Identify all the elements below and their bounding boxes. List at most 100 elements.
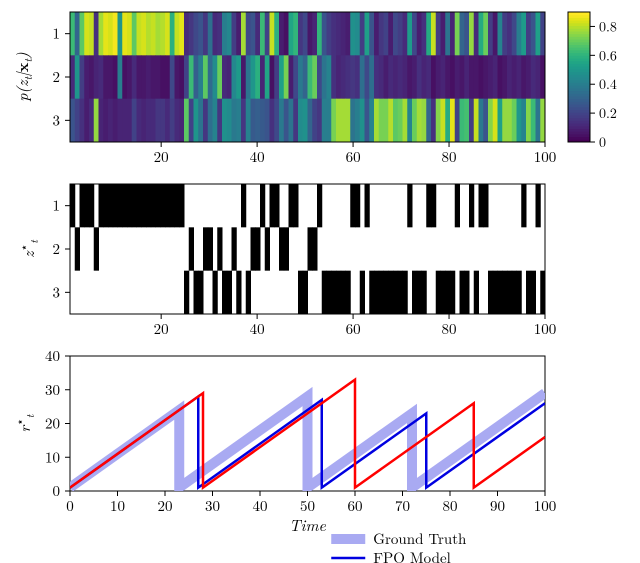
heatmap-cell: [393, 12, 398, 56]
heatmap-cell: [194, 99, 199, 143]
heatmap-cell: [355, 55, 360, 99]
heatmap-cell: [521, 12, 526, 56]
state-cell: [308, 227, 313, 270]
heatmap-cell: [507, 12, 512, 56]
heatmap-cell: [322, 99, 327, 143]
state-cell: [426, 184, 431, 227]
heatmap-cell: [203, 99, 208, 143]
heatmap-cell: [431, 55, 436, 99]
heatmap-cell: [369, 12, 374, 56]
heatmap-cell: [379, 99, 384, 143]
heatmap-cell: [312, 12, 317, 56]
heatmap-cell: [407, 55, 412, 99]
heatmap-cell: [317, 55, 322, 99]
heatmap-cell: [160, 55, 165, 99]
heatmap-cell: [84, 12, 89, 56]
heatmap-cell: [502, 55, 507, 99]
heatmap-cell: [260, 99, 265, 143]
heatmap-cell: [327, 12, 332, 56]
panel2-xtick: 40: [250, 318, 265, 339]
state-cell: [70, 184, 75, 227]
state-cell: [137, 184, 142, 227]
heatmap-cell: [298, 99, 303, 143]
heatmap-cell: [374, 99, 379, 143]
heatmap-cell: [165, 12, 170, 56]
state-cell: [479, 184, 484, 227]
heatmap-cell: [388, 99, 393, 143]
state-cell: [488, 271, 493, 314]
heatmap-cell: [179, 55, 184, 99]
heatmap-cell: [498, 12, 503, 56]
heatmap-cell: [360, 12, 365, 56]
heatmap-cell: [536, 12, 541, 56]
heatmap-cell: [289, 12, 294, 56]
heatmap-cell: [89, 55, 94, 99]
heatmap-cell: [255, 99, 260, 143]
heatmap-cell: [336, 99, 341, 143]
heatmap-cell: [274, 12, 279, 56]
heatmap-cell: [308, 55, 313, 99]
state-cell: [331, 271, 336, 314]
heatmap-cell: [512, 99, 517, 143]
heatmap-cell: [531, 55, 536, 99]
heatmap-cell: [113, 55, 118, 99]
panel2-raster: 12320406080100z⋆t: [15, 184, 556, 339]
heatmap-cell: [336, 55, 341, 99]
heatmap-cell: [341, 12, 346, 56]
heatmap-cell: [517, 55, 522, 99]
heatmap-cell: [270, 12, 275, 56]
heatmap-cell: [445, 55, 450, 99]
heatmap-cell: [384, 12, 389, 56]
heatmap-cell: [127, 12, 132, 56]
heatmap-cell: [521, 99, 526, 143]
heatmap-cell: [170, 12, 175, 56]
heatmap-cell: [175, 99, 180, 143]
heatmap-cell: [374, 55, 379, 99]
state-cell: [194, 271, 199, 314]
heatmap-cell: [75, 55, 80, 99]
heatmap-cell: [236, 55, 241, 99]
state-cell: [521, 184, 526, 227]
state-cell: [498, 271, 503, 314]
heatmap-cell: [398, 55, 403, 99]
heatmap-cell: [417, 99, 422, 143]
state-cell: [141, 184, 146, 227]
heatmap-cell: [127, 55, 132, 99]
heatmap-cell: [289, 55, 294, 99]
heatmap-cell: [279, 55, 284, 99]
heatmap-cell: [137, 12, 142, 56]
state-cell: [156, 184, 161, 227]
heatmap-cell: [70, 55, 75, 99]
heatmap-cell: [493, 55, 498, 99]
heatmap-cell: [398, 12, 403, 56]
state-cell: [312, 227, 317, 270]
heatmap-cell: [483, 12, 488, 56]
heatmap-cell: [407, 99, 412, 143]
state-cell: [531, 271, 536, 314]
heatmap-cell: [331, 55, 336, 99]
heatmap-cell: [217, 55, 222, 99]
heatmap-cell: [312, 55, 317, 99]
heatmap-cell: [384, 99, 389, 143]
heatmap-cell: [436, 12, 441, 56]
state-cell: [336, 271, 341, 314]
heatmap-cell: [241, 12, 246, 56]
heatmap-cell: [441, 99, 446, 143]
heatmap-cell: [284, 99, 289, 143]
heatmap-cell: [99, 55, 104, 99]
heatmap-cell: [80, 99, 85, 143]
heatmap-cell: [103, 12, 108, 56]
state-cell: [198, 271, 203, 314]
heatmap-cell: [369, 99, 374, 143]
state-cell: [217, 227, 222, 270]
heatmap-cell: [189, 55, 194, 99]
panel2-ytick: 1: [52, 195, 60, 216]
heatmap-cell: [460, 12, 465, 56]
heatmap-cell: [251, 99, 256, 143]
panel3-ylabel: r⋆t: [11, 413, 38, 432]
heatmap-cell: [322, 12, 327, 56]
heatmap-cell: [379, 55, 384, 99]
heatmap-cell: [303, 99, 308, 143]
heatmap-cell: [298, 12, 303, 56]
heatmap-cell: [274, 99, 279, 143]
